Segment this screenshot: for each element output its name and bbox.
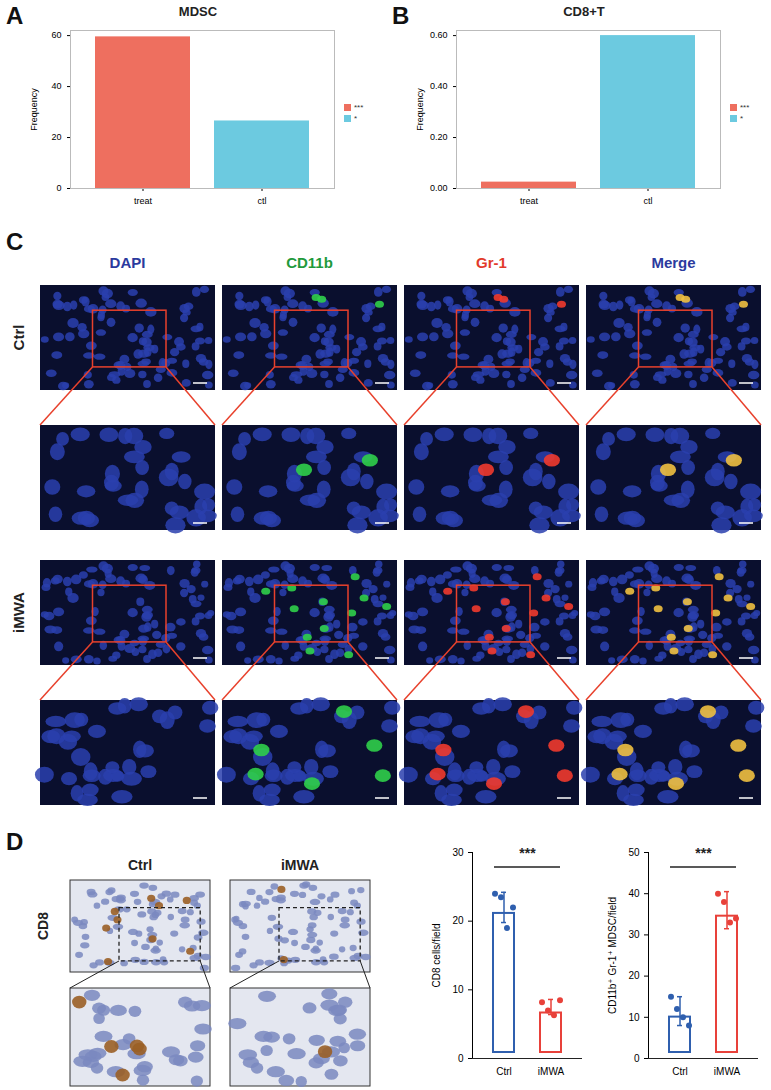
svg-text:0.00: 0.00	[430, 183, 448, 193]
svg-text:Ctrl: Ctrl	[10, 325, 27, 351]
svg-text:Gr-1: Gr-1	[476, 254, 507, 271]
svg-text:60: 60	[51, 30, 61, 40]
svg-text:20: 20	[628, 970, 640, 981]
svg-text:treat: treat	[520, 196, 539, 206]
svg-text:Ctrl: Ctrl	[496, 1066, 512, 1077]
svg-text:iMWA: iMWA	[538, 1066, 565, 1077]
svg-text:DAPI: DAPI	[110, 254, 146, 271]
svg-text:30: 30	[452, 847, 464, 858]
svg-text:CD11b: CD11b	[286, 254, 333, 271]
svg-text:Frequency: Frequency	[29, 88, 39, 131]
svg-text:10: 10	[452, 984, 464, 995]
svg-text:0.40: 0.40	[430, 81, 448, 91]
svg-text:ctl: ctl	[258, 196, 267, 206]
svg-text:0: 0	[56, 183, 61, 193]
html-text:C: C	[6, 228, 24, 255]
svg-text:Ctrl: Ctrl	[672, 1066, 688, 1077]
svg-text:0.20: 0.20	[430, 132, 448, 142]
html-text:D: D	[6, 828, 24, 855]
svg-text:iMWA: iMWA	[281, 857, 319, 873]
svg-text:0.60: 0.60	[430, 30, 448, 40]
html-text:B: B	[392, 2, 410, 29]
svg-text:***: ***	[519, 845, 536, 861]
html-text:CD8+T: CD8+T	[563, 4, 605, 19]
html-text:A: A	[6, 2, 24, 29]
svg-text:CD8: CD8	[35, 912, 51, 940]
svg-text:50: 50	[628, 847, 640, 858]
svg-text:Ctrl: Ctrl	[128, 857, 152, 873]
svg-text:iMWA: iMWA	[10, 592, 27, 633]
html-text:MDSC: MDSC	[178, 4, 218, 19]
svg-text:10: 10	[628, 1012, 640, 1023]
svg-text:Merge: Merge	[651, 254, 695, 271]
svg-text:0: 0	[634, 1053, 640, 1064]
svg-text:treat: treat	[134, 196, 153, 206]
svg-text:20: 20	[452, 915, 464, 926]
svg-text:40: 40	[51, 81, 61, 91]
svg-text:CD11b⁺ Gr-1⁺ MDSC/field: CD11b⁺ Gr-1⁺ MDSC/field	[607, 897, 618, 1014]
svg-text:ctl: ctl	[644, 196, 653, 206]
svg-text:0: 0	[458, 1053, 464, 1064]
svg-text:CD8 cells/field: CD8 cells/field	[431, 924, 442, 988]
svg-text:20: 20	[51, 132, 61, 142]
svg-text:***: ***	[695, 845, 712, 861]
svg-text:30: 30	[628, 929, 640, 940]
svg-text:iMWA: iMWA	[714, 1066, 741, 1077]
svg-text:Frequency: Frequency	[415, 88, 425, 131]
svg-text:40: 40	[628, 888, 640, 899]
